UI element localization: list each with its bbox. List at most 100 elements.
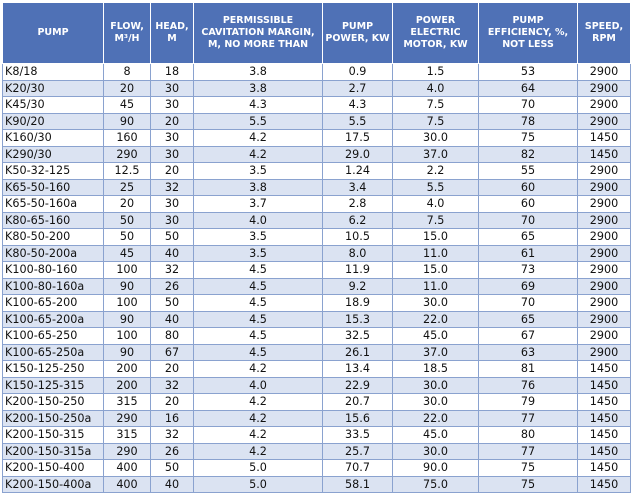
cell: 11.0 (392, 244, 479, 262)
cell: 100 (103, 294, 151, 312)
cell: 200 (103, 376, 151, 394)
pump-name: K45/30 (2, 96, 104, 114)
cell: 90 (103, 277, 151, 295)
pump-name: K80-50-200a (2, 244, 104, 262)
pump-table: PUMP FLOW, M³/H HEAD, M PERMISSIBLE CAVITATION… (2, 2, 631, 493)
table-row: K200-150-315a 290 26 4.2 25.7 30.0 77 1450 (2, 442, 631, 460)
cell: 4.5 (193, 261, 323, 279)
cell: 75 (478, 129, 578, 147)
cell: 78 (478, 112, 578, 130)
cell: 315 (103, 393, 151, 411)
cell: 33.5 (322, 426, 393, 444)
header-text: M (167, 33, 177, 44)
cell: 30 (150, 211, 194, 229)
cell: 1450 (577, 442, 631, 460)
cell: 75 (478, 459, 578, 477)
cell: 2900 (577, 79, 631, 97)
cell: 20 (103, 79, 151, 97)
cell: 1.5 (392, 63, 479, 81)
cell: 400 (103, 475, 151, 493)
cell: 6.2 (322, 211, 393, 229)
cell: 2900 (577, 327, 631, 345)
table-row: K65-50-160a 20 30 3.7 2.8 4.0 60 2900 (2, 195, 631, 213)
cell: 4.5 (193, 343, 323, 361)
cell: 4.5 (193, 294, 323, 312)
cell: 315 (103, 426, 151, 444)
cell: 16 (150, 409, 194, 427)
cell: 58.1 (322, 475, 393, 493)
pump-name: K100-80-160 (2, 261, 104, 279)
cell: 18 (150, 63, 194, 81)
cell: 80 (150, 327, 194, 345)
cell: 2900 (577, 195, 631, 213)
cell: 0.9 (322, 63, 393, 81)
pump-name: K150-125-250 (2, 360, 104, 378)
cell: 2900 (577, 310, 631, 328)
pump-name: K200-150-315a (2, 442, 104, 460)
cell: 2900 (577, 343, 631, 361)
cell: 40 (150, 475, 194, 493)
cell: 2.8 (322, 195, 393, 213)
cell: 7.5 (392, 211, 479, 229)
cell: 37.0 (392, 343, 479, 361)
header-text: M³/H (114, 33, 140, 44)
pump-name: K100-65-250a (2, 343, 104, 361)
header-text: PERMISSIBLE (222, 15, 294, 26)
table-row: K160/30 160 30 4.2 17.5 30.0 75 1450 (2, 129, 631, 147)
cell: 61 (478, 244, 578, 262)
cell: 50 (103, 228, 151, 246)
cell: 3.7 (193, 195, 323, 213)
cell: 4.2 (193, 442, 323, 460)
cell: 30.0 (392, 294, 479, 312)
cell: 1450 (577, 376, 631, 394)
cell: 25.7 (322, 442, 393, 460)
cell: 2900 (577, 261, 631, 279)
cell: 7.5 (392, 96, 479, 114)
header-text: RPM (592, 33, 616, 44)
cell: 4.0 (392, 79, 479, 97)
cell: 5.5 (322, 112, 393, 130)
cell: 20.7 (322, 393, 393, 411)
table-row: K50-32-125 12.5 20 3.5 1.24 2.2 55 2900 (2, 162, 631, 180)
cell: 4.0 (193, 376, 323, 394)
cell: 40 (150, 244, 194, 262)
cell: 70 (478, 96, 578, 114)
cell: 80 (478, 426, 578, 444)
cell: 3.5 (193, 162, 323, 180)
pump-name: K160/30 (2, 129, 104, 147)
table-row: K8/18 8 18 3.8 0.9 1.5 53 2900 (2, 63, 631, 81)
cell: 13.4 (322, 360, 393, 378)
table-row: K100-80-160 100 32 4.5 11.9 15.0 73 2900 (2, 261, 631, 279)
cell: 2900 (577, 112, 631, 130)
cell: 1450 (577, 360, 631, 378)
header-text: PUMP (37, 27, 69, 38)
cell: 1450 (577, 393, 631, 411)
cell: 2900 (577, 294, 631, 312)
cell: 5.5 (392, 178, 479, 196)
cell: 3.4 (322, 178, 393, 196)
cell: 11.9 (322, 261, 393, 279)
cell: 90 (103, 112, 151, 130)
cell: 90.0 (392, 459, 479, 477)
cell: 11.0 (392, 277, 479, 295)
header-text: POWER (415, 15, 456, 26)
table-row: K290/30 290 30 4.2 29.0 37.0 82 1450 (2, 145, 631, 163)
cell: 60 (478, 195, 578, 213)
cell: 29.0 (322, 145, 393, 163)
pump-name: K90/20 (2, 112, 104, 130)
pump-name: K100-65-250 (2, 327, 104, 345)
cell: 2900 (577, 228, 631, 246)
cell: 4.2 (193, 426, 323, 444)
cell: 10.5 (322, 228, 393, 246)
cell: 8 (103, 63, 151, 81)
pump-name: K100-65-200 (2, 294, 104, 312)
table-row: K80-50-200a 45 40 3.5 8.0 11.0 61 2900 (2, 244, 631, 262)
header-text: HEAD, (155, 21, 189, 32)
cell: 32.5 (322, 327, 393, 345)
cell: 15.0 (392, 228, 479, 246)
cell: 2.2 (392, 162, 479, 180)
table-row: K200-150-400a 400 40 5.0 58.1 75.0 75 1450 (2, 475, 631, 493)
cell: 2900 (577, 211, 631, 229)
cell: 50 (150, 228, 194, 246)
pump-name: K80-65-160 (2, 211, 104, 229)
